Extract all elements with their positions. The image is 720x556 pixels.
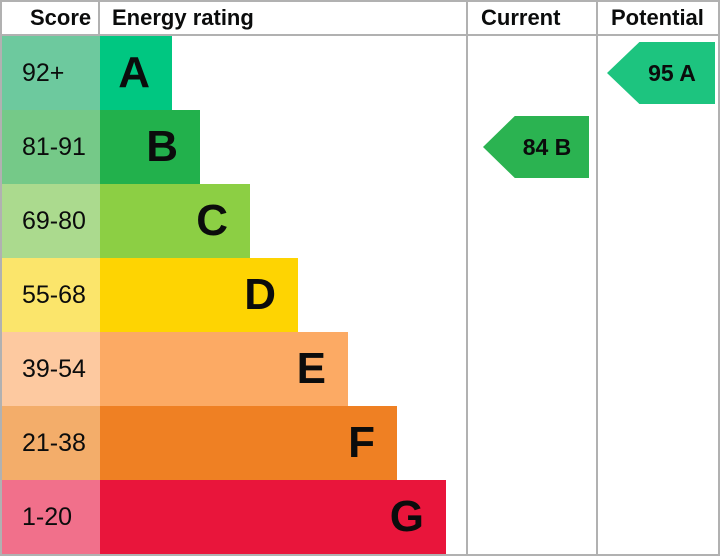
band-f-bar: F [100, 406, 397, 480]
band-g-row: G [100, 480, 466, 554]
potential-cell-band-a: 95 A [596, 36, 718, 110]
potential-rating-label: 95 A [648, 59, 696, 86]
current-column-header: Current [466, 2, 596, 36]
band-a-row: A [100, 36, 466, 110]
band-b-bar: B [100, 110, 200, 184]
band-f-letter: F [348, 418, 375, 467]
band-d-bar: D [100, 258, 298, 332]
potential-cell-band-d [596, 258, 718, 332]
band-g-letter: G [389, 492, 424, 541]
band-b-row: B [100, 110, 466, 184]
potential-column-header: Potential [596, 2, 718, 36]
potential-cell-band-c [596, 184, 718, 258]
current-cell-band-e [466, 332, 596, 406]
current-cell-band-a [466, 36, 596, 110]
band-b-score-range: 81-91 [2, 110, 100, 184]
band-e-letter: E [296, 344, 326, 393]
current-cell-band-d [466, 258, 596, 332]
band-c-letter: C [196, 196, 228, 245]
current-cell-band-f [466, 406, 596, 480]
current-cell-band-b: 84 B [466, 110, 596, 184]
potential-cell-band-g [596, 480, 718, 554]
current-cell-band-g [466, 480, 596, 554]
band-a-score-range: 92+ [2, 36, 100, 110]
band-f-row: F [100, 406, 466, 480]
band-c-score-range: 69-80 [2, 184, 100, 258]
band-c-bar: C [100, 184, 250, 258]
score-column-header: Score [2, 2, 100, 36]
potential-cell-band-b [596, 110, 718, 184]
band-d-row: D [100, 258, 466, 332]
potential-cell-band-f [596, 406, 718, 480]
band-d-score-range: 55-68 [2, 258, 100, 332]
band-e-score-range: 39-54 [2, 332, 100, 406]
band-g-score-range: 1-20 [2, 480, 100, 554]
current-rating-arrow: 84 B [483, 116, 589, 178]
energy-rating-column-header: Energy rating [100, 2, 466, 36]
band-c-row: C [100, 184, 466, 258]
potential-cell-band-e [596, 332, 718, 406]
band-e-bar: E [100, 332, 348, 406]
band-g-bar: G [100, 480, 446, 554]
band-d-letter: D [244, 270, 276, 319]
band-b-letter: B [146, 122, 178, 171]
current-rating-label: 84 B [522, 133, 572, 160]
potential-rating-arrow: 95 A [607, 42, 715, 104]
band-a-letter: A [118, 48, 150, 97]
band-e-row: E [100, 332, 466, 406]
band-a-bar: A [100, 36, 172, 110]
current-cell-band-c [466, 184, 596, 258]
band-f-score-range: 21-38 [2, 406, 100, 480]
